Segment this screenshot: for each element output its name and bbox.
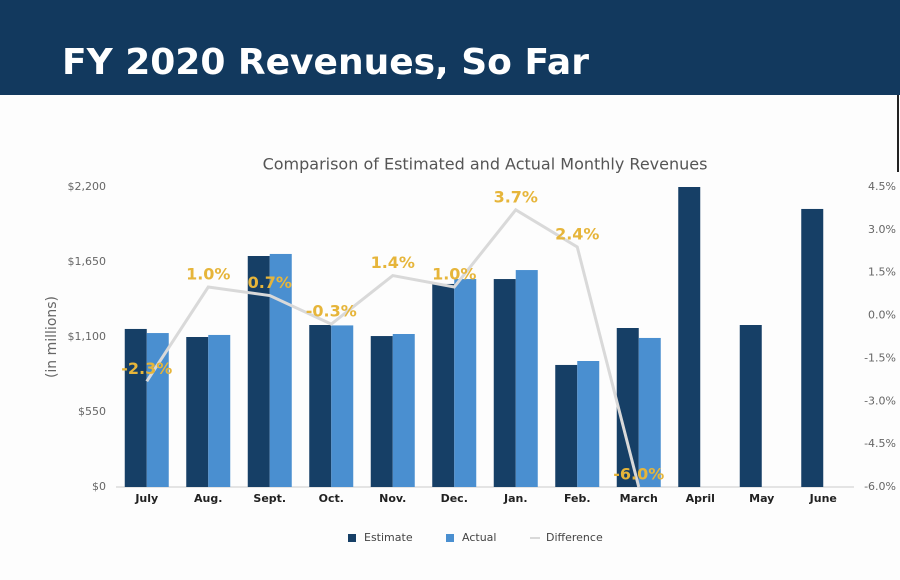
x-tick-label: April — [686, 492, 715, 505]
data-label: -6.0% — [613, 465, 664, 484]
y2-tick-label: -4.5% — [864, 437, 896, 450]
bar — [577, 361, 600, 487]
bar — [493, 279, 516, 487]
header-band — [0, 0, 900, 95]
y-tick-label: $1,650 — [68, 255, 107, 268]
y2-tick-label: 4.5% — [868, 180, 896, 193]
x-tick-label: Oct. — [319, 492, 344, 505]
data-label: 3.7% — [494, 187, 538, 206]
bar — [269, 253, 292, 487]
slide-title: FY 2020 Revenues, So Far — [62, 42, 589, 83]
data-label: 0.7% — [248, 273, 292, 292]
x-tick-label: Dec. — [441, 492, 468, 505]
y2-tick-label: -6.0% — [864, 480, 896, 493]
bar — [124, 328, 147, 487]
y2-tick-label: 0.0% — [868, 309, 896, 322]
y2-tick-label: 3.0% — [868, 223, 896, 236]
legend-swatch — [348, 534, 356, 542]
x-tick-label: Sept. — [253, 492, 286, 505]
bar — [208, 334, 231, 487]
y2-tick-label: -1.5% — [864, 351, 896, 364]
bar — [392, 334, 415, 487]
legend-swatch — [446, 534, 454, 542]
bar — [555, 364, 578, 487]
data-label: 1.0% — [186, 265, 230, 284]
bar — [678, 187, 701, 487]
y-tick-label: $550 — [78, 405, 106, 418]
y-tick-label: $1,100 — [68, 330, 107, 343]
bar — [616, 328, 639, 487]
bar — [247, 256, 270, 487]
x-tick-label: Nov. — [379, 492, 406, 505]
bar — [739, 325, 762, 487]
legend-label: Difference — [546, 531, 603, 544]
bar — [370, 336, 393, 487]
bar — [309, 325, 332, 487]
legend-label: Estimate — [364, 531, 413, 544]
chart-title: Comparison of Estimated and Actual Month… — [263, 155, 708, 174]
bar — [638, 337, 661, 487]
data-label: 2.4% — [555, 225, 599, 244]
bar — [801, 208, 824, 488]
y-axis-label: (in millions) — [44, 296, 60, 378]
bar — [454, 279, 477, 487]
bar — [186, 337, 209, 487]
data-label: -2.3% — [121, 359, 172, 378]
x-tick-label: May — [749, 492, 774, 505]
data-label: 1.4% — [371, 253, 415, 272]
bar — [515, 270, 538, 487]
data-label: 1.0% — [432, 265, 476, 284]
bar — [146, 333, 169, 487]
x-tick-label: June — [809, 492, 837, 505]
x-tick-label: Aug. — [194, 492, 222, 505]
x-tick-label: March — [620, 492, 658, 505]
x-tick-label: July — [134, 492, 158, 505]
x-tick-label: Jan. — [503, 492, 528, 505]
bar — [331, 325, 354, 487]
difference-line — [145, 207, 641, 488]
y2-tick-label: 1.5% — [868, 266, 896, 279]
bar — [432, 283, 455, 487]
data-label: -0.3% — [306, 302, 357, 321]
y2-tick-label: -3.0% — [864, 394, 896, 407]
y-tick-label: $2,200 — [68, 180, 107, 193]
y-tick-label: $0 — [92, 480, 106, 493]
x-tick-label: Feb. — [564, 492, 591, 505]
legend-label: Actual — [462, 531, 496, 544]
